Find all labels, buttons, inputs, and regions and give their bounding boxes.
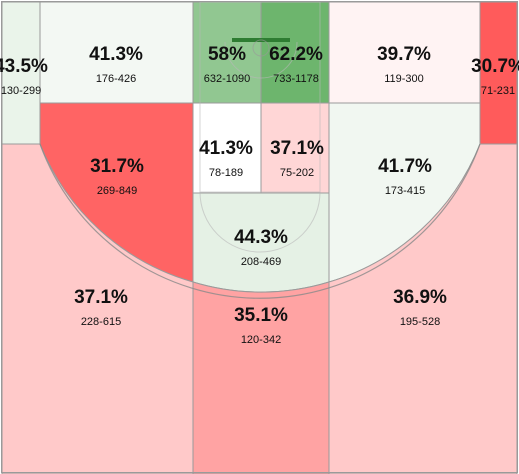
zone-pct-label: 41.3%: [89, 44, 143, 65]
three-point-arc: [39, 143, 481, 299]
zone-pct-label: 37.1%: [270, 138, 324, 159]
zone-attempts-label: 269-849: [97, 185, 137, 197]
zone-pct-label: 58%: [208, 44, 246, 65]
zone-pct-label: 35.1%: [234, 305, 288, 326]
zone-attempts-label: 632-1090: [204, 73, 251, 85]
zone-attempts-label: 119-300: [384, 73, 424, 85]
zone-attempts-label: 71-231: [481, 85, 515, 97]
zone-pct-label: 62.2%: [269, 44, 323, 65]
zone-attempts-label: 78-189: [209, 167, 243, 179]
zone-pct-label: 41.7%: [378, 156, 432, 177]
zone-attempts-label: 208-469: [241, 256, 281, 268]
zone-right-three: [328, 143, 518, 474]
zone-attempts-label: 173-415: [385, 185, 425, 197]
zone-pct-label: 31.7%: [90, 156, 144, 177]
free-throw-circle: [199, 191, 321, 253]
zone-pct-label: 36.9%: [393, 287, 447, 308]
zone-attempts-label: 75-202: [280, 167, 314, 179]
zone-pct-label: 43.5%: [0, 56, 48, 77]
zone-attempts-label: 733-1178: [273, 73, 319, 85]
zone-pct-label: 44.3%: [234, 227, 288, 248]
zone-attempts-label: 130-299: [1, 85, 41, 97]
zone-attempts-label: 120-342: [241, 334, 281, 346]
zone-pct-label: 41.3%: [199, 138, 253, 159]
zone-pct-label: 30.7%: [471, 56, 519, 77]
zone-attempts-label: 195-528: [400, 316, 440, 328]
rim: [252, 39, 270, 57]
zone-labels: 43.5% 130-299 41.3% 176-426 58% 632-1090 62.2%…: [0, 44, 519, 346]
zone-attempts-label: 176-426: [96, 73, 136, 85]
restricted-area-arc: [224, 41, 298, 79]
zone-pct-label: 37.1%: [74, 287, 128, 308]
zone-attempts-label: 228-615: [81, 316, 121, 328]
zone-pct-label: 39.7%: [377, 44, 431, 65]
